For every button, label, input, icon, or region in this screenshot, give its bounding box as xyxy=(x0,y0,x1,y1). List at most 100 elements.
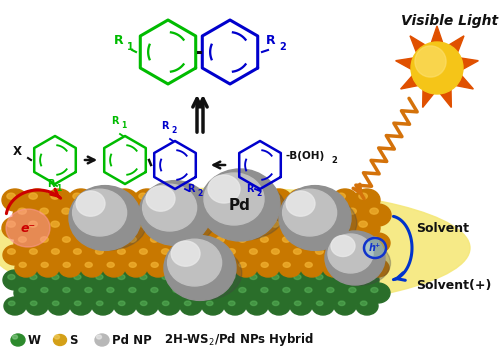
Ellipse shape xyxy=(142,184,197,231)
Ellipse shape xyxy=(366,233,390,253)
Ellipse shape xyxy=(7,221,16,227)
Ellipse shape xyxy=(286,191,315,216)
Ellipse shape xyxy=(91,245,115,265)
Ellipse shape xyxy=(332,189,358,211)
Ellipse shape xyxy=(117,221,126,227)
Text: Solvent(+): Solvent(+) xyxy=(416,279,492,291)
Ellipse shape xyxy=(51,221,60,227)
Ellipse shape xyxy=(238,208,246,214)
Ellipse shape xyxy=(102,233,126,253)
Ellipse shape xyxy=(102,283,126,303)
Ellipse shape xyxy=(233,204,259,226)
Ellipse shape xyxy=(310,217,336,239)
Text: 1: 1 xyxy=(127,42,134,52)
Ellipse shape xyxy=(216,237,224,242)
Ellipse shape xyxy=(294,274,301,280)
Ellipse shape xyxy=(239,287,246,292)
Ellipse shape xyxy=(162,274,169,280)
Ellipse shape xyxy=(294,301,301,306)
Ellipse shape xyxy=(15,259,37,277)
Ellipse shape xyxy=(146,233,170,253)
Ellipse shape xyxy=(113,270,137,290)
Ellipse shape xyxy=(117,193,126,199)
Ellipse shape xyxy=(355,245,379,265)
Ellipse shape xyxy=(316,301,323,306)
Ellipse shape xyxy=(365,204,391,226)
Ellipse shape xyxy=(282,189,337,236)
Text: R: R xyxy=(246,184,254,194)
Ellipse shape xyxy=(136,297,158,315)
Ellipse shape xyxy=(0,188,470,308)
Ellipse shape xyxy=(359,193,368,199)
Ellipse shape xyxy=(90,189,116,211)
Ellipse shape xyxy=(68,189,94,211)
Ellipse shape xyxy=(189,204,215,226)
Ellipse shape xyxy=(125,259,147,277)
Ellipse shape xyxy=(18,208,26,214)
Ellipse shape xyxy=(266,217,292,239)
Ellipse shape xyxy=(95,221,104,227)
Ellipse shape xyxy=(146,283,170,303)
Ellipse shape xyxy=(224,297,246,315)
Ellipse shape xyxy=(37,259,59,277)
Ellipse shape xyxy=(279,259,301,277)
Ellipse shape xyxy=(30,274,37,280)
Ellipse shape xyxy=(206,274,213,280)
Ellipse shape xyxy=(234,233,258,253)
Ellipse shape xyxy=(348,208,356,214)
Text: h⁺: h⁺ xyxy=(369,243,381,253)
Ellipse shape xyxy=(72,189,126,236)
Ellipse shape xyxy=(371,287,378,292)
Ellipse shape xyxy=(217,287,224,292)
Ellipse shape xyxy=(19,287,26,292)
Ellipse shape xyxy=(79,204,105,226)
Ellipse shape xyxy=(139,193,147,199)
Ellipse shape xyxy=(114,297,136,315)
Ellipse shape xyxy=(267,245,291,265)
Ellipse shape xyxy=(415,46,446,77)
Ellipse shape xyxy=(169,259,191,277)
Text: R: R xyxy=(187,184,194,194)
Ellipse shape xyxy=(256,233,280,253)
Ellipse shape xyxy=(359,221,368,227)
Ellipse shape xyxy=(272,301,279,306)
Ellipse shape xyxy=(211,204,237,226)
Ellipse shape xyxy=(344,233,368,253)
Text: R: R xyxy=(47,179,54,189)
Ellipse shape xyxy=(272,249,280,254)
Ellipse shape xyxy=(41,262,48,267)
Ellipse shape xyxy=(178,217,204,239)
Ellipse shape xyxy=(331,235,355,257)
Ellipse shape xyxy=(337,221,345,227)
Text: R: R xyxy=(266,34,276,47)
Ellipse shape xyxy=(112,217,138,239)
Ellipse shape xyxy=(250,301,257,306)
Ellipse shape xyxy=(235,259,257,277)
Ellipse shape xyxy=(70,297,92,315)
Ellipse shape xyxy=(327,262,334,267)
Ellipse shape xyxy=(106,208,114,214)
Ellipse shape xyxy=(366,283,390,303)
Ellipse shape xyxy=(171,241,200,266)
Ellipse shape xyxy=(290,297,312,315)
Ellipse shape xyxy=(183,193,192,199)
Ellipse shape xyxy=(140,301,147,306)
Ellipse shape xyxy=(81,259,103,277)
Ellipse shape xyxy=(24,189,50,211)
Ellipse shape xyxy=(326,208,334,214)
Ellipse shape xyxy=(283,287,290,292)
Ellipse shape xyxy=(266,189,292,211)
Ellipse shape xyxy=(134,217,160,239)
Ellipse shape xyxy=(3,270,27,290)
Ellipse shape xyxy=(206,249,214,254)
Ellipse shape xyxy=(4,297,26,315)
Ellipse shape xyxy=(7,193,16,199)
Ellipse shape xyxy=(173,287,180,292)
Text: Pd: Pd xyxy=(229,198,251,212)
Ellipse shape xyxy=(201,245,225,265)
Ellipse shape xyxy=(323,259,345,277)
Ellipse shape xyxy=(30,249,38,254)
Ellipse shape xyxy=(128,237,136,242)
Ellipse shape xyxy=(234,283,258,303)
Ellipse shape xyxy=(316,274,323,280)
